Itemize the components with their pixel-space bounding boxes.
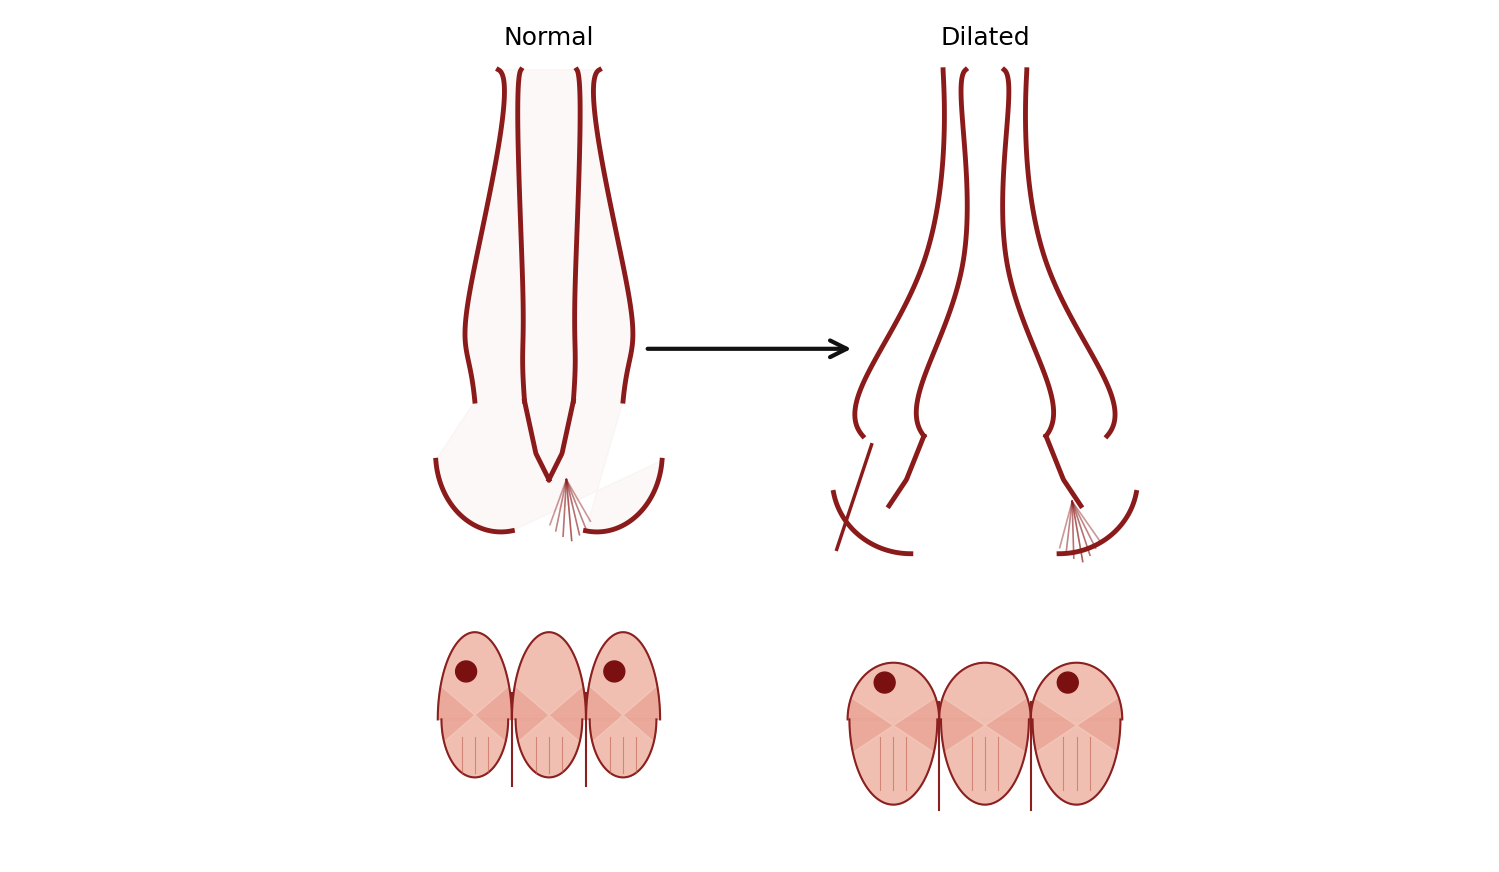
Circle shape [874,672,895,693]
Text: Normal: Normal [504,26,594,51]
Polygon shape [589,632,657,777]
Polygon shape [438,632,511,777]
Polygon shape [851,663,935,805]
Polygon shape [436,70,663,532]
Polygon shape [1031,663,1123,805]
Circle shape [1057,672,1078,693]
Polygon shape [940,663,1031,805]
Polygon shape [943,663,1027,805]
Polygon shape [833,70,1136,554]
Text: Dilated: Dilated [940,26,1030,51]
Polygon shape [847,663,940,805]
Polygon shape [436,70,663,532]
Polygon shape [1034,663,1118,805]
Polygon shape [586,632,660,777]
Circle shape [456,661,477,682]
Polygon shape [511,632,586,777]
Polygon shape [514,632,583,777]
Polygon shape [441,632,510,777]
Circle shape [604,661,625,682]
